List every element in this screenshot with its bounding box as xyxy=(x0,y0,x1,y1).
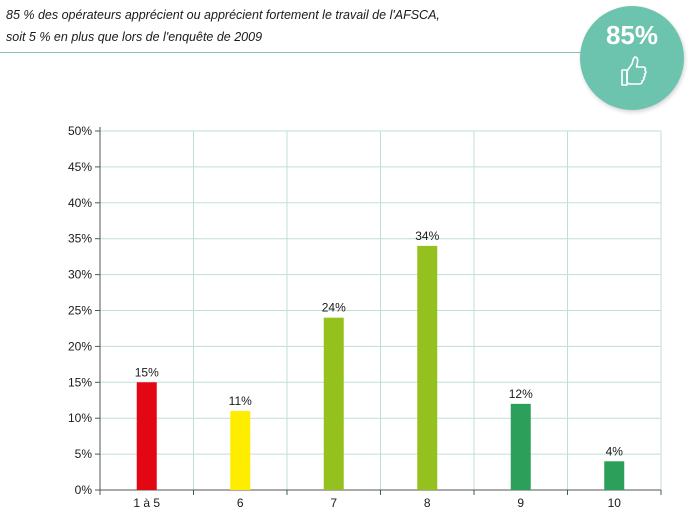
bar xyxy=(604,461,625,490)
x-tick-label: 7 xyxy=(330,496,337,507)
x-tick-label: 6 xyxy=(237,496,244,507)
y-tick-label: 50% xyxy=(68,124,92,138)
y-tick-label: 10% xyxy=(68,411,92,425)
y-tick-label: 25% xyxy=(68,304,92,318)
caption-line-2: soit 5 % en plus que lors de l'enquête d… xyxy=(6,30,263,44)
x-tick-label: 9 xyxy=(517,496,524,507)
thumbs-up-icon xyxy=(621,56,647,86)
caption-line-1: 85 % des opérateurs apprécient ou appréc… xyxy=(6,8,440,22)
chart-caption: 85 % des opérateurs apprécient ou appréc… xyxy=(6,4,566,48)
chart-grid xyxy=(100,130,662,490)
bar xyxy=(417,245,438,490)
y-tick-label: 30% xyxy=(68,268,92,282)
bar xyxy=(230,411,251,490)
y-tick-label: 35% xyxy=(68,232,92,246)
chart-bars xyxy=(136,245,625,490)
data-label: 34% xyxy=(415,229,439,243)
badge-value: 85% xyxy=(605,20,659,50)
data-label: 15% xyxy=(135,365,159,379)
data-label: 24% xyxy=(322,301,346,315)
bar xyxy=(136,382,157,490)
y-tick-label: 40% xyxy=(68,196,92,210)
y-tick-label: 15% xyxy=(68,375,92,389)
x-tick-label: 8 xyxy=(424,496,431,507)
y-tick-label: 5% xyxy=(75,447,93,461)
data-label: 12% xyxy=(509,387,533,401)
data-label: 11% xyxy=(229,394,252,408)
y-tick-label: 20% xyxy=(68,339,92,353)
chart-labels: 0% 5% 10% 15% 20% 25% 30% 35% 40% 45% 50% 15% 1 à 5 1… xyxy=(68,124,623,507)
x-tick-label: 10 xyxy=(608,496,622,507)
bar xyxy=(510,403,531,490)
x-tick-label: 1 à 5 xyxy=(133,496,160,507)
approval-badge: 85% xyxy=(580,6,684,110)
bar xyxy=(323,317,344,490)
y-tick-label: 45% xyxy=(68,160,92,174)
chart-axes xyxy=(95,127,662,495)
y-tick-label: 0% xyxy=(75,483,93,497)
caption-divider xyxy=(0,52,582,53)
data-label: 4% xyxy=(606,444,624,458)
